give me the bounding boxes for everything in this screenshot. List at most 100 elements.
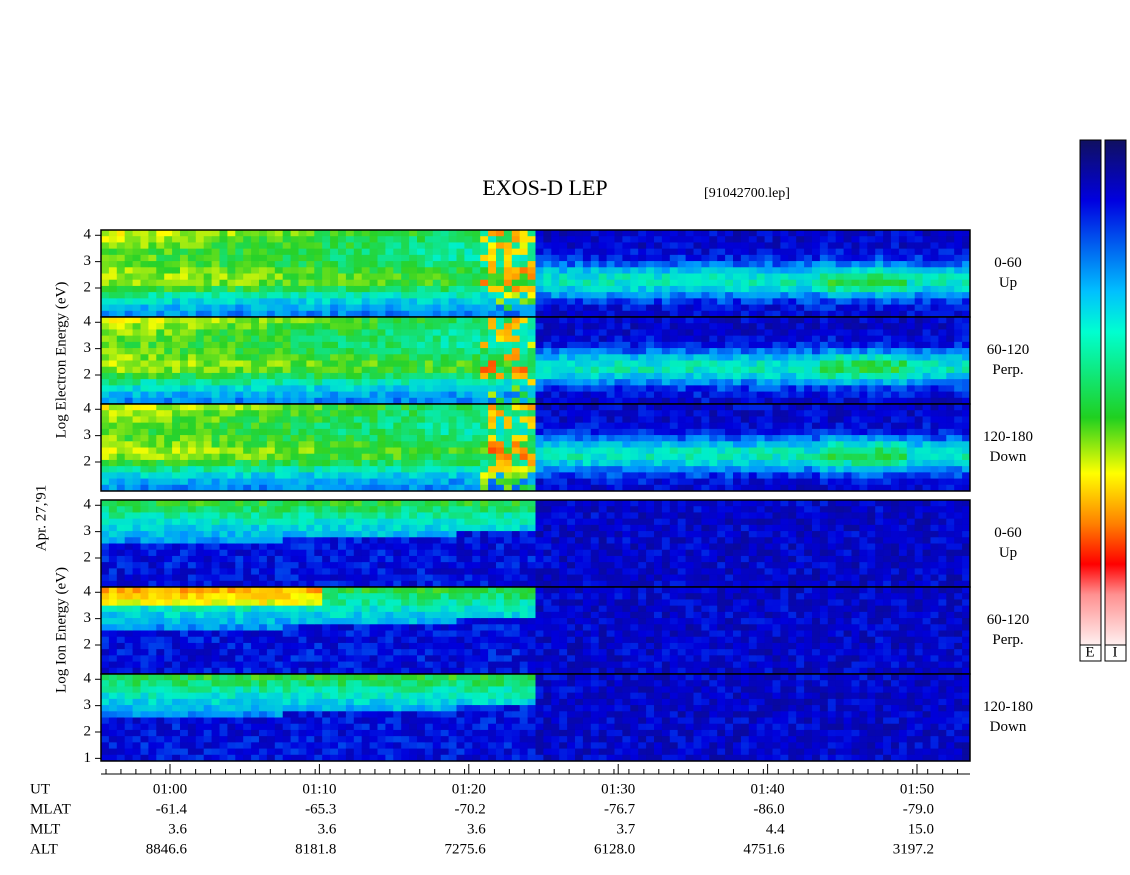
spectrogram-cell	[946, 310, 955, 318]
spectrogram-cell	[172, 506, 181, 513]
spectrogram-cell	[567, 304, 576, 312]
spectrogram-cell	[804, 298, 813, 306]
spectrogram-cell	[361, 391, 371, 399]
spectrogram-cell	[891, 397, 900, 405]
spectrogram-cell	[266, 372, 276, 380]
spectrogram-cell	[456, 366, 465, 374]
spectrogram-cell	[891, 435, 900, 442]
spectrogram-cell	[503, 298, 513, 306]
spectrogram-cell	[116, 484, 126, 492]
spectrogram-cell	[195, 360, 205, 368]
spectrogram-cell	[606, 292, 615, 299]
spectrogram-cell	[527, 360, 536, 368]
spectrogram-cell	[567, 404, 576, 411]
spectrogram-cell	[717, 484, 726, 492]
spectrogram-cell	[243, 348, 252, 355]
spectrogram-cell	[417, 348, 426, 355]
y-tick-label: 2	[84, 366, 92, 382]
spectrogram-cell	[227, 248, 236, 256]
spectrogram-cell	[140, 292, 149, 299]
spectrogram-cell	[417, 422, 426, 430]
spectrogram-cell	[227, 254, 236, 262]
spectrogram-cell	[472, 335, 481, 343]
spectrogram-cell	[930, 285, 939, 293]
spectrogram-cell	[859, 478, 868, 486]
spectrogram-cell	[330, 230, 339, 237]
spectrogram-cell	[946, 304, 955, 312]
spectrogram-cell	[630, 335, 639, 343]
spectrogram-cell	[906, 404, 916, 411]
spectrogram-cell	[314, 428, 323, 436]
spectrogram-cell	[614, 435, 623, 442]
spectrogram-cell	[219, 341, 228, 349]
spectrogram-cell	[669, 348, 679, 355]
spectrogram-cell	[338, 466, 347, 473]
spectrogram-cell	[156, 416, 165, 424]
spectrogram-cell	[164, 236, 173, 243]
spectrogram-cell	[835, 385, 845, 393]
spectrogram-cell	[424, 267, 434, 274]
spectrogram-cell	[654, 273, 663, 281]
spectrogram-cell	[859, 354, 868, 361]
spectrogram-cell	[132, 531, 141, 538]
spectrogram-cell	[440, 298, 450, 306]
spectrogram-cell	[448, 304, 457, 312]
spectrogram-cell	[488, 317, 497, 324]
spectrogram-cell	[819, 248, 829, 256]
spectrogram-cell	[227, 298, 236, 306]
spectrogram-cell	[582, 428, 592, 436]
spectrogram-cell	[101, 230, 110, 237]
spectrogram-cell	[622, 372, 631, 380]
spectrogram-cell	[472, 484, 481, 492]
spectrogram-cell	[511, 304, 521, 312]
spectrogram-cell	[638, 466, 647, 473]
spectrogram-cell	[614, 410, 623, 417]
spectrogram-cell	[456, 379, 465, 386]
spectrogram-cell	[646, 391, 655, 399]
spectrogram-cell	[424, 248, 434, 256]
spectrogram-cell	[582, 273, 592, 281]
spectrogram-cell	[235, 310, 244, 318]
spectrogram-cell	[108, 329, 118, 337]
spectrogram-cell	[148, 360, 157, 368]
spectrogram-cell	[598, 267, 608, 274]
spectrogram-cell	[274, 543, 284, 551]
spectrogram-cell	[764, 447, 773, 455]
spectrogram-cell	[772, 285, 781, 293]
spectrogram-cell	[259, 248, 268, 256]
spectrogram-cell	[954, 447, 963, 455]
spectrogram-cell	[859, 341, 868, 349]
spectrogram-cell	[338, 428, 347, 436]
spectrogram-cell	[156, 372, 165, 380]
spectrogram-cell	[677, 323, 687, 330]
spectrogram-cell	[274, 379, 284, 386]
spectrogram-cell	[812, 317, 821, 324]
spectrogram-cell	[551, 348, 560, 355]
spectrogram-cell	[883, 459, 892, 467]
spectrogram-cell	[733, 230, 742, 237]
spectrogram-cell	[195, 416, 205, 424]
spectrogram-cell	[851, 385, 860, 393]
spectrogram-cell	[867, 267, 876, 274]
spectrogram-cell	[906, 459, 916, 467]
spectrogram-cell	[401, 466, 410, 473]
spectrogram-cell	[401, 366, 410, 374]
spectrogram-cell	[424, 354, 434, 361]
spectrogram-cell	[345, 310, 355, 318]
spectrogram-cell	[116, 466, 126, 473]
spectrogram-cell	[480, 341, 489, 349]
spectrogram-cell	[725, 317, 734, 324]
spectrogram-cell	[543, 298, 552, 306]
spectrogram-cell	[377, 360, 386, 368]
spectrogram-cell	[322, 484, 331, 492]
spectrogram-cell	[748, 248, 758, 256]
spectrogram-cell	[448, 348, 457, 355]
spectrogram-cell	[361, 335, 371, 343]
spectrogram-cell	[780, 404, 789, 411]
spectrogram-cell	[906, 391, 916, 399]
spectrogram-cell	[259, 428, 268, 436]
spectrogram-cell	[535, 310, 544, 318]
spectrogram-cell	[203, 261, 213, 268]
spectrogram-cell	[211, 435, 220, 442]
spectrogram-cell	[322, 441, 331, 448]
